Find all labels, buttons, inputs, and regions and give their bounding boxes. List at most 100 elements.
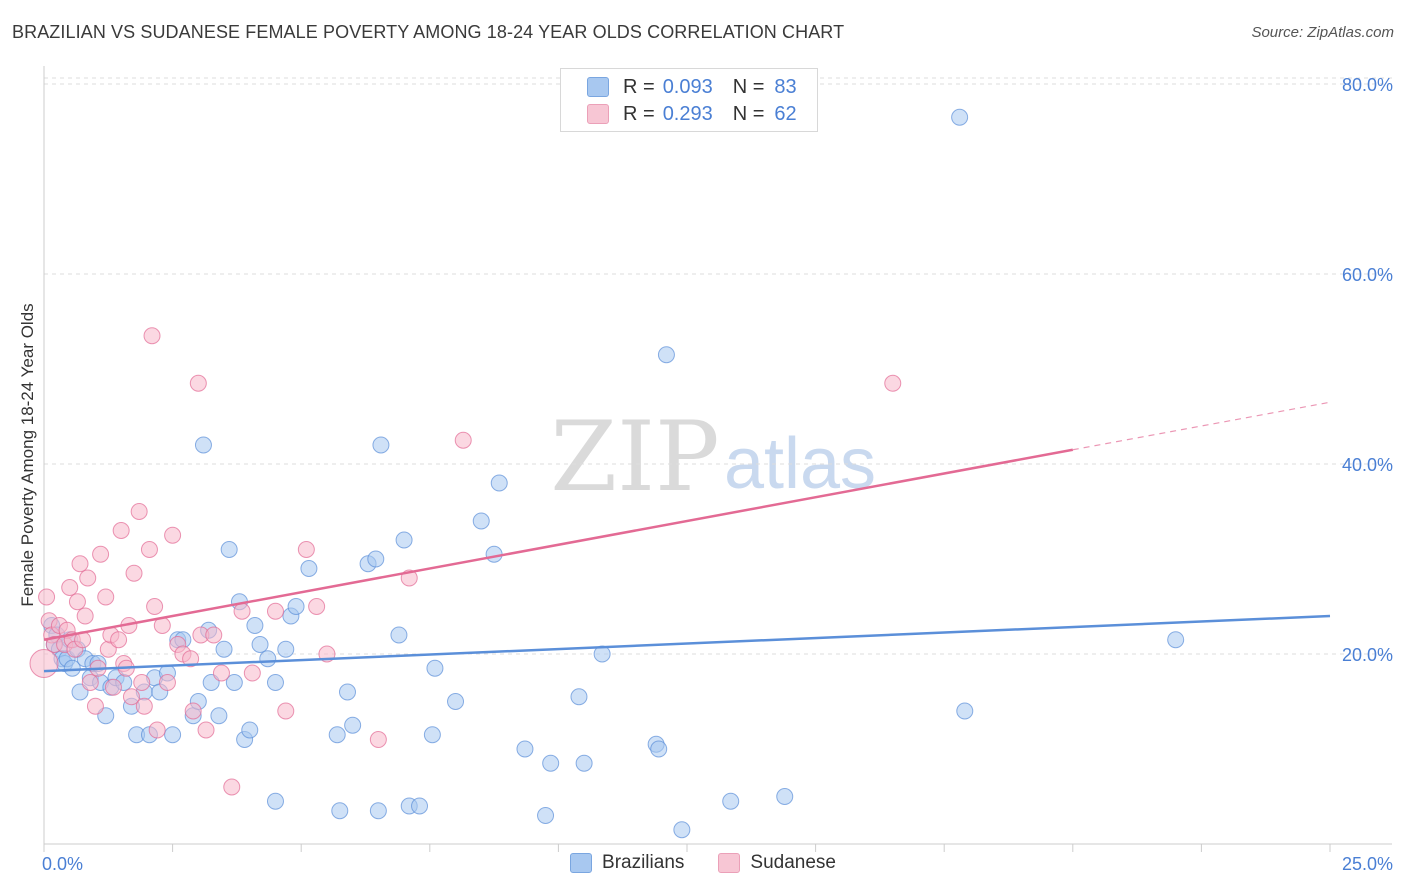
source-label: Source: ZipAtlas.com bbox=[1251, 24, 1394, 41]
brazilians-point bbox=[259, 650, 277, 668]
sudanese-point bbox=[266, 602, 284, 620]
sudanese-point bbox=[143, 327, 161, 345]
sudanese-point bbox=[223, 778, 241, 796]
brazilians-swatch bbox=[570, 853, 593, 873]
brazilians-point bbox=[215, 640, 233, 658]
brazilians-swatch bbox=[587, 77, 609, 97]
brazilians-point bbox=[650, 740, 668, 758]
y-tick-label: 40.0% bbox=[1342, 455, 1393, 475]
sudanese-point bbox=[297, 541, 315, 558]
legend-n-label: N = bbox=[732, 102, 765, 125]
sudanese-point bbox=[182, 650, 200, 668]
legend-item-brazilians[interactable]: Brazilians bbox=[570, 852, 684, 874]
sudanese-point bbox=[29, 649, 59, 678]
sudanese-point bbox=[212, 664, 230, 682]
sudanese-point bbox=[92, 545, 110, 563]
brazilians-point bbox=[570, 688, 588, 706]
brazilians-point bbox=[251, 636, 269, 653]
legend-n-value: 62 bbox=[774, 102, 797, 125]
series-legend: Brazilians Sudanese bbox=[0, 852, 1406, 874]
brazilians-point bbox=[241, 721, 259, 739]
brazilians-trend-line bbox=[43, 614, 1331, 673]
brazilians-point bbox=[575, 754, 593, 772]
brazilians-point bbox=[266, 792, 284, 810]
sudanese-point bbox=[184, 702, 202, 720]
legend-item-sudanese[interactable]: Sudanese bbox=[718, 852, 836, 874]
brazilians-point bbox=[426, 659, 444, 677]
legend-r-label: R = bbox=[623, 75, 655, 98]
brazilians-point bbox=[63, 659, 81, 677]
legend-n-value: 83 bbox=[774, 75, 797, 98]
sudanese-swatch bbox=[718, 853, 741, 873]
correlation-legend: R = 0.093 N = 83 R = 0.293 N = 62 bbox=[560, 68, 818, 132]
sudanese-point bbox=[454, 431, 472, 449]
sudanese-point bbox=[81, 674, 99, 691]
brazilians-point bbox=[367, 550, 385, 568]
sudanese-point bbox=[71, 555, 89, 573]
brazilians-point bbox=[395, 531, 413, 549]
brazilians-point bbox=[331, 802, 349, 820]
brazilians-point bbox=[277, 640, 295, 658]
sudanese-point bbox=[164, 526, 182, 544]
brazilians-point bbox=[372, 436, 390, 454]
brazilians-point bbox=[537, 807, 555, 824]
sudanese-point bbox=[125, 564, 143, 582]
x-tick-label: 25.0% bbox=[1342, 854, 1393, 874]
y-tick-label: 60.0% bbox=[1342, 265, 1393, 285]
watermark-zip: ZIP bbox=[550, 401, 719, 513]
legend-r-label: R = bbox=[623, 102, 655, 125]
legend-label-sudanese: Sudanese bbox=[750, 852, 836, 873]
sudanese-trend-extension bbox=[1072, 401, 1331, 451]
sudanese-point bbox=[110, 631, 128, 649]
y-tick-label: 80.0% bbox=[1342, 75, 1393, 95]
sudanese-point bbox=[146, 598, 164, 615]
brazilians-point bbox=[657, 346, 675, 364]
legend-row-sudanese: R = 0.293 N = 62 bbox=[587, 101, 797, 127]
y-axis-label: Female Poverty Among 18-24 Year Olds bbox=[18, 303, 37, 607]
brazilians-point bbox=[266, 674, 284, 691]
sudanese-point bbox=[61, 579, 79, 596]
brazilians-point bbox=[1167, 631, 1185, 649]
brazilians-point bbox=[220, 541, 238, 558]
sudanese-point bbox=[112, 522, 130, 539]
sudanese-point bbox=[68, 593, 86, 611]
brazilians-point bbox=[472, 512, 490, 530]
sudanese-point bbox=[243, 664, 261, 682]
brazilians-point bbox=[338, 683, 356, 701]
brazilians-point bbox=[300, 560, 318, 577]
brazilians-point bbox=[246, 617, 264, 634]
chart-title: BRAZILIAN VS SUDANESE FEMALE POVERTY AMO… bbox=[12, 22, 845, 42]
legend-label-brazilians: Brazilians bbox=[602, 852, 685, 873]
sudanese-point bbox=[130, 503, 148, 520]
brazilians-point bbox=[485, 545, 503, 563]
brazilians-point bbox=[447, 693, 465, 710]
brazilians-point bbox=[210, 707, 228, 725]
brazilians-point bbox=[344, 716, 362, 734]
brazilians-point bbox=[516, 740, 534, 758]
sudanese-point bbox=[79, 569, 97, 587]
sudanese-point bbox=[205, 626, 223, 644]
brazilians-point bbox=[542, 754, 560, 772]
sudanese-point bbox=[122, 688, 140, 706]
sudanese-swatch bbox=[587, 104, 609, 124]
legend-r-value: 0.293 bbox=[662, 102, 713, 125]
sudanese-trend-line bbox=[43, 448, 1074, 641]
y-tick-label: 20.0% bbox=[1342, 645, 1393, 665]
brazilians-point bbox=[423, 726, 441, 744]
sudanese-point bbox=[884, 374, 902, 392]
brazilians-point bbox=[722, 792, 740, 810]
sudanese-point bbox=[76, 607, 94, 625]
sudanese-point bbox=[197, 721, 215, 739]
brazilians-point bbox=[369, 802, 387, 820]
sudanese-point bbox=[135, 697, 153, 715]
brazilians-point bbox=[490, 474, 508, 492]
legend-row-brazilians: R = 0.093 N = 83 bbox=[587, 74, 797, 100]
brazilians-point bbox=[390, 626, 408, 644]
brazilians-point bbox=[225, 674, 243, 691]
sudanese-point bbox=[140, 541, 158, 558]
sudanese-point bbox=[308, 598, 326, 615]
legend-r-value: 0.093 bbox=[662, 75, 713, 98]
brazilians-point bbox=[776, 788, 794, 805]
brazilians-point bbox=[673, 821, 691, 839]
